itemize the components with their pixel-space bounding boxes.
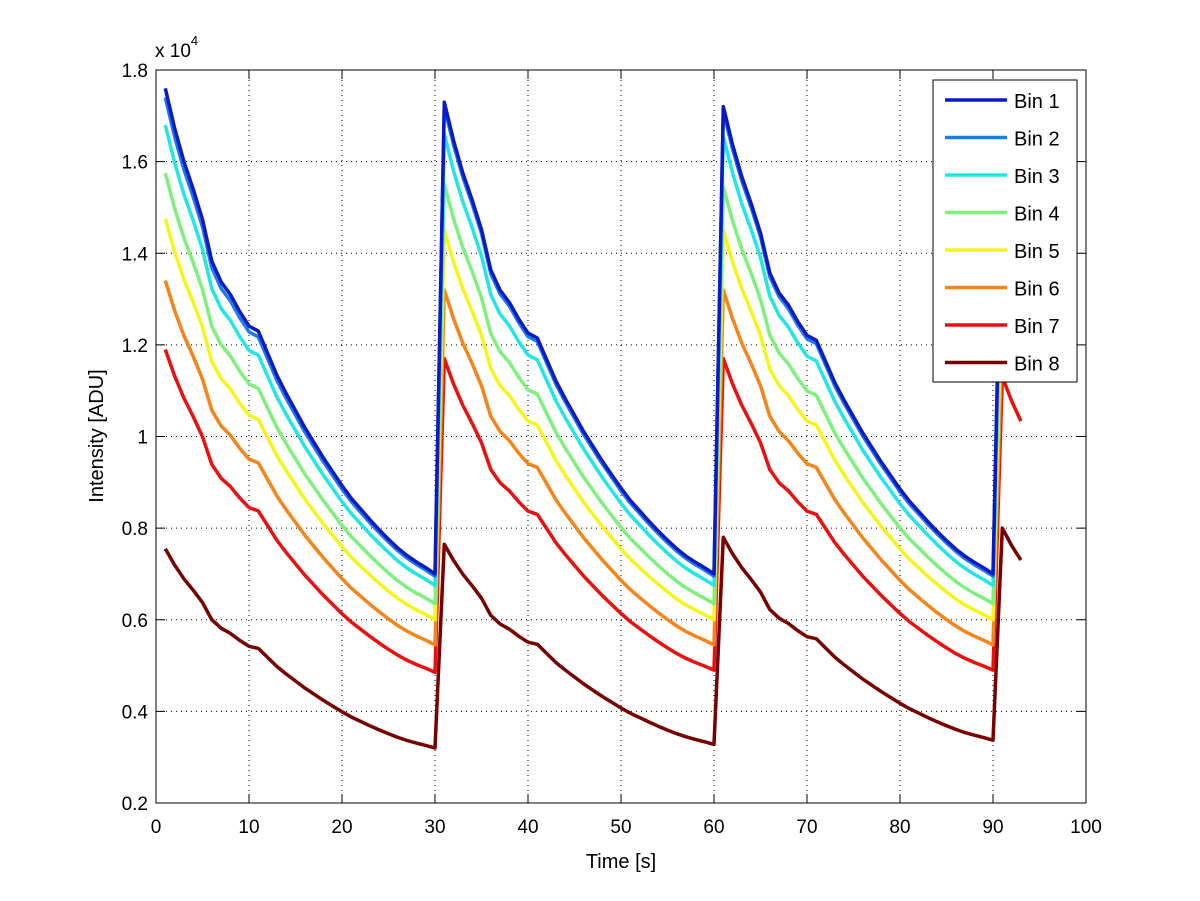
series-line-bin-8 — [163, 526, 1023, 750]
x-tick-label: 100 — [1070, 817, 1102, 838]
series-line-bin-6 — [163, 280, 1023, 647]
y-tick-label: 0.8 — [122, 519, 148, 540]
x-axis-label: Time [s] — [586, 851, 656, 873]
legend-item: Bin 5 — [945, 241, 1060, 263]
x-tick-label: 50 — [610, 817, 631, 838]
y-tick-label: 0.6 — [122, 611, 148, 632]
x-tick-label: 30 — [424, 817, 445, 838]
y-multiplier-base: x 10 — [155, 41, 191, 62]
series-line-bin-7 — [163, 348, 1023, 675]
x-tick-label: 90 — [982, 817, 1003, 838]
legend: Bin 1 Bin 2 Bin 3 Bin 4 Bin 5 Bin 6 Bin 7 Bin 8 — [932, 79, 1078, 383]
legend-label: Bin 4 — [1014, 204, 1060, 226]
legend-label: Bin 7 — [1014, 316, 1060, 338]
legend-label: Bin 8 — [1014, 354, 1060, 376]
y-multiplier-label: x 104 — [155, 33, 198, 62]
y-tick-label: 1.4 — [122, 244, 149, 265]
legend-label: Bin 2 — [1014, 129, 1060, 151]
ticks — [155, 69, 1087, 804]
x-tick-label: 80 — [889, 817, 910, 838]
x-tick-label: 20 — [331, 817, 352, 838]
y-tick-label: 0.4 — [122, 702, 149, 723]
y-tick-label: 1.6 — [122, 153, 148, 174]
y-tick-labels: 0.2 0.4 0.6 0.8 1 1.2 1.4 1.6 1.8 — [122, 61, 149, 815]
legend-box — [932, 79, 1078, 383]
y-axis-label: Intensity [ADU] — [86, 369, 108, 502]
legend-item: Bin 1 — [945, 91, 1060, 113]
legend-item: Bin 8 — [945, 354, 1060, 376]
y-tick-label: 0.2 — [122, 794, 148, 815]
legend-item: Bin 7 — [945, 316, 1060, 338]
series-line-bin-3 — [163, 124, 1023, 588]
legend-item: Bin 6 — [945, 279, 1060, 301]
x-tick-label: 60 — [703, 817, 724, 838]
legend-label: Bin 6 — [1014, 279, 1060, 301]
y-tick-label: 1.8 — [122, 61, 148, 82]
series-line-bin-1 — [163, 87, 1023, 576]
x-tick-label: 0 — [151, 817, 162, 838]
y-tick-label: 1 — [137, 428, 148, 449]
series-line-bin-4 — [163, 172, 1023, 606]
series-line-bin-5 — [163, 218, 1023, 622]
x-tick-label: 40 — [517, 817, 538, 838]
y-tick-label: 1.2 — [122, 336, 148, 357]
x-tick-label: 70 — [796, 817, 817, 838]
legend-label: Bin 1 — [1014, 91, 1060, 113]
legend-label: Bin 3 — [1014, 166, 1060, 188]
y-multiplier-exponent: 4 — [191, 33, 198, 48]
legend-item: Bin 4 — [945, 204, 1060, 226]
legend-item: Bin 3 — [945, 166, 1060, 188]
x-tick-labels: 0 10 20 30 40 50 60 70 80 90 100 — [151, 817, 1102, 838]
series-layer — [163, 87, 1023, 750]
grid — [156, 70, 1086, 803]
legend-item: Bin 2 — [945, 129, 1060, 151]
legend-label: Bin 5 — [1014, 241, 1060, 263]
x-tick-label: 10 — [238, 817, 259, 838]
